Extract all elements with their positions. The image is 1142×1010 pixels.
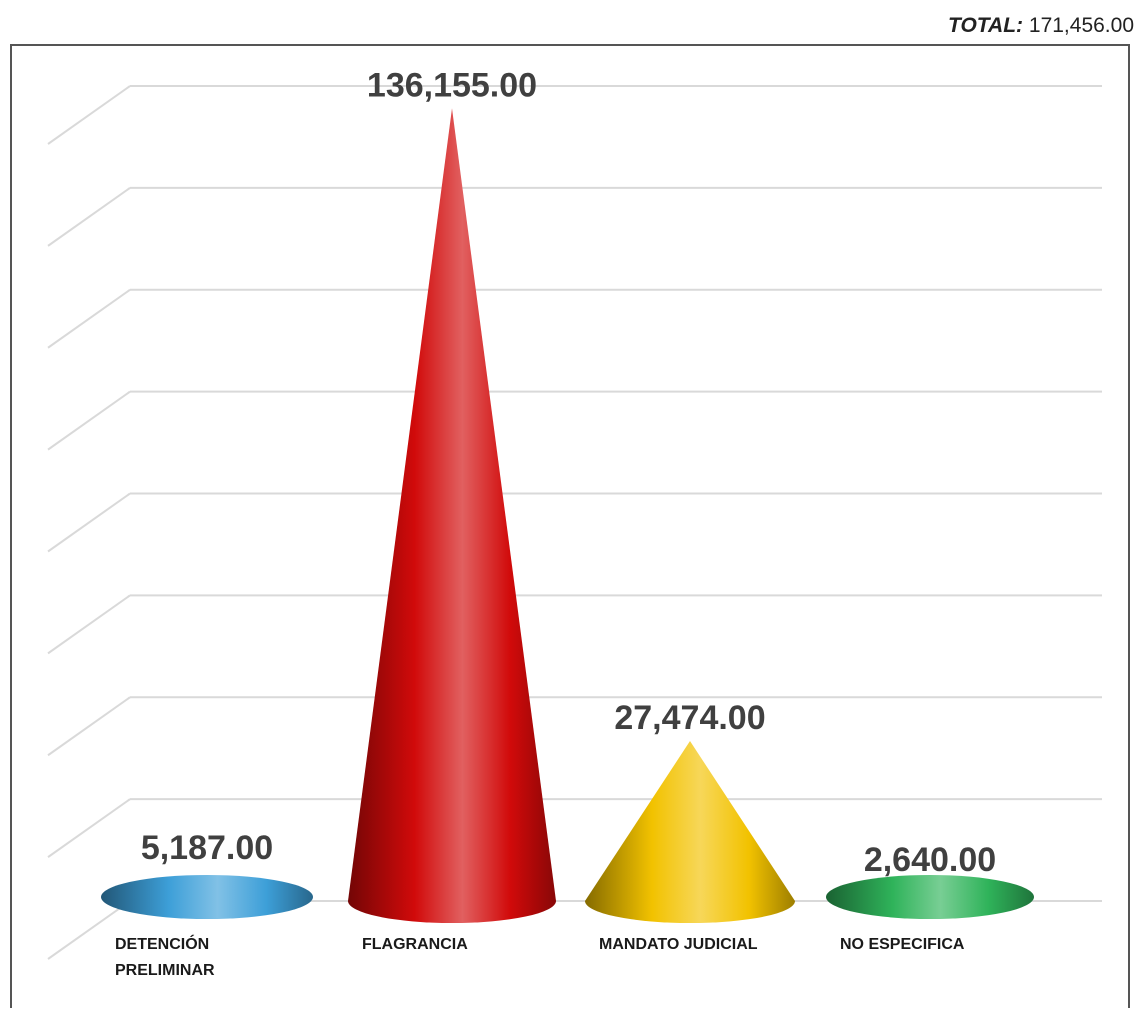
category-label: FLAGRANCIA — [362, 936, 468, 953]
value-label: 5,187.00 — [141, 829, 273, 867]
cone-bar — [585, 741, 795, 923]
category-label: NO ESPECIFICA — [840, 936, 965, 953]
total-value: 171,456.00 — [1028, 14, 1134, 37]
cone-1 — [101, 875, 313, 919]
category-labels-layer: DETENCIÓN PRELIMINAR FLAGRANCIA MANDATO JUD… — [115, 934, 965, 979]
cone-4 — [826, 875, 1034, 919]
category-label: DETENCIÓN PRELIMINAR — [115, 934, 215, 979]
value-label: 27,474.00 — [614, 699, 765, 737]
cone-3 — [585, 741, 795, 923]
cone-bar — [348, 108, 556, 923]
gridline-side — [47, 288, 131, 349]
value-label: 2,640.00 — [864, 841, 996, 879]
gridline-side — [47, 390, 131, 451]
cone-bar — [101, 875, 313, 919]
gridline-side — [47, 798, 131, 858]
gridline-side — [47, 187, 131, 247]
bars-layer — [101, 108, 1034, 923]
gridline-side — [47, 696, 131, 757]
chart-frame: 5,187.00 136,155.00 27,474.00 2,640.00 DETE… — [10, 44, 1130, 1008]
category-label: MANDATO JUDICIAL — [599, 936, 758, 953]
gridline-side — [47, 85, 131, 145]
labels-layer: 5,187.00 136,155.00 27,474.00 2,640.00 — [141, 66, 996, 879]
total-summary: TOTAL: 171,456.00 — [948, 14, 1134, 38]
grid-layer — [47, 85, 1102, 960]
gridline-side — [47, 900, 131, 960]
value-label: 136,155.00 — [367, 66, 537, 104]
cone-2 — [348, 108, 556, 923]
cone-bar — [826, 875, 1034, 919]
gridline-side — [47, 594, 131, 655]
total-label: TOTAL: — [948, 14, 1024, 37]
cone-chart: 5,187.00 136,155.00 27,474.00 2,640.00 DETE… — [47, 66, 1102, 979]
gridline-side — [47, 492, 131, 553]
